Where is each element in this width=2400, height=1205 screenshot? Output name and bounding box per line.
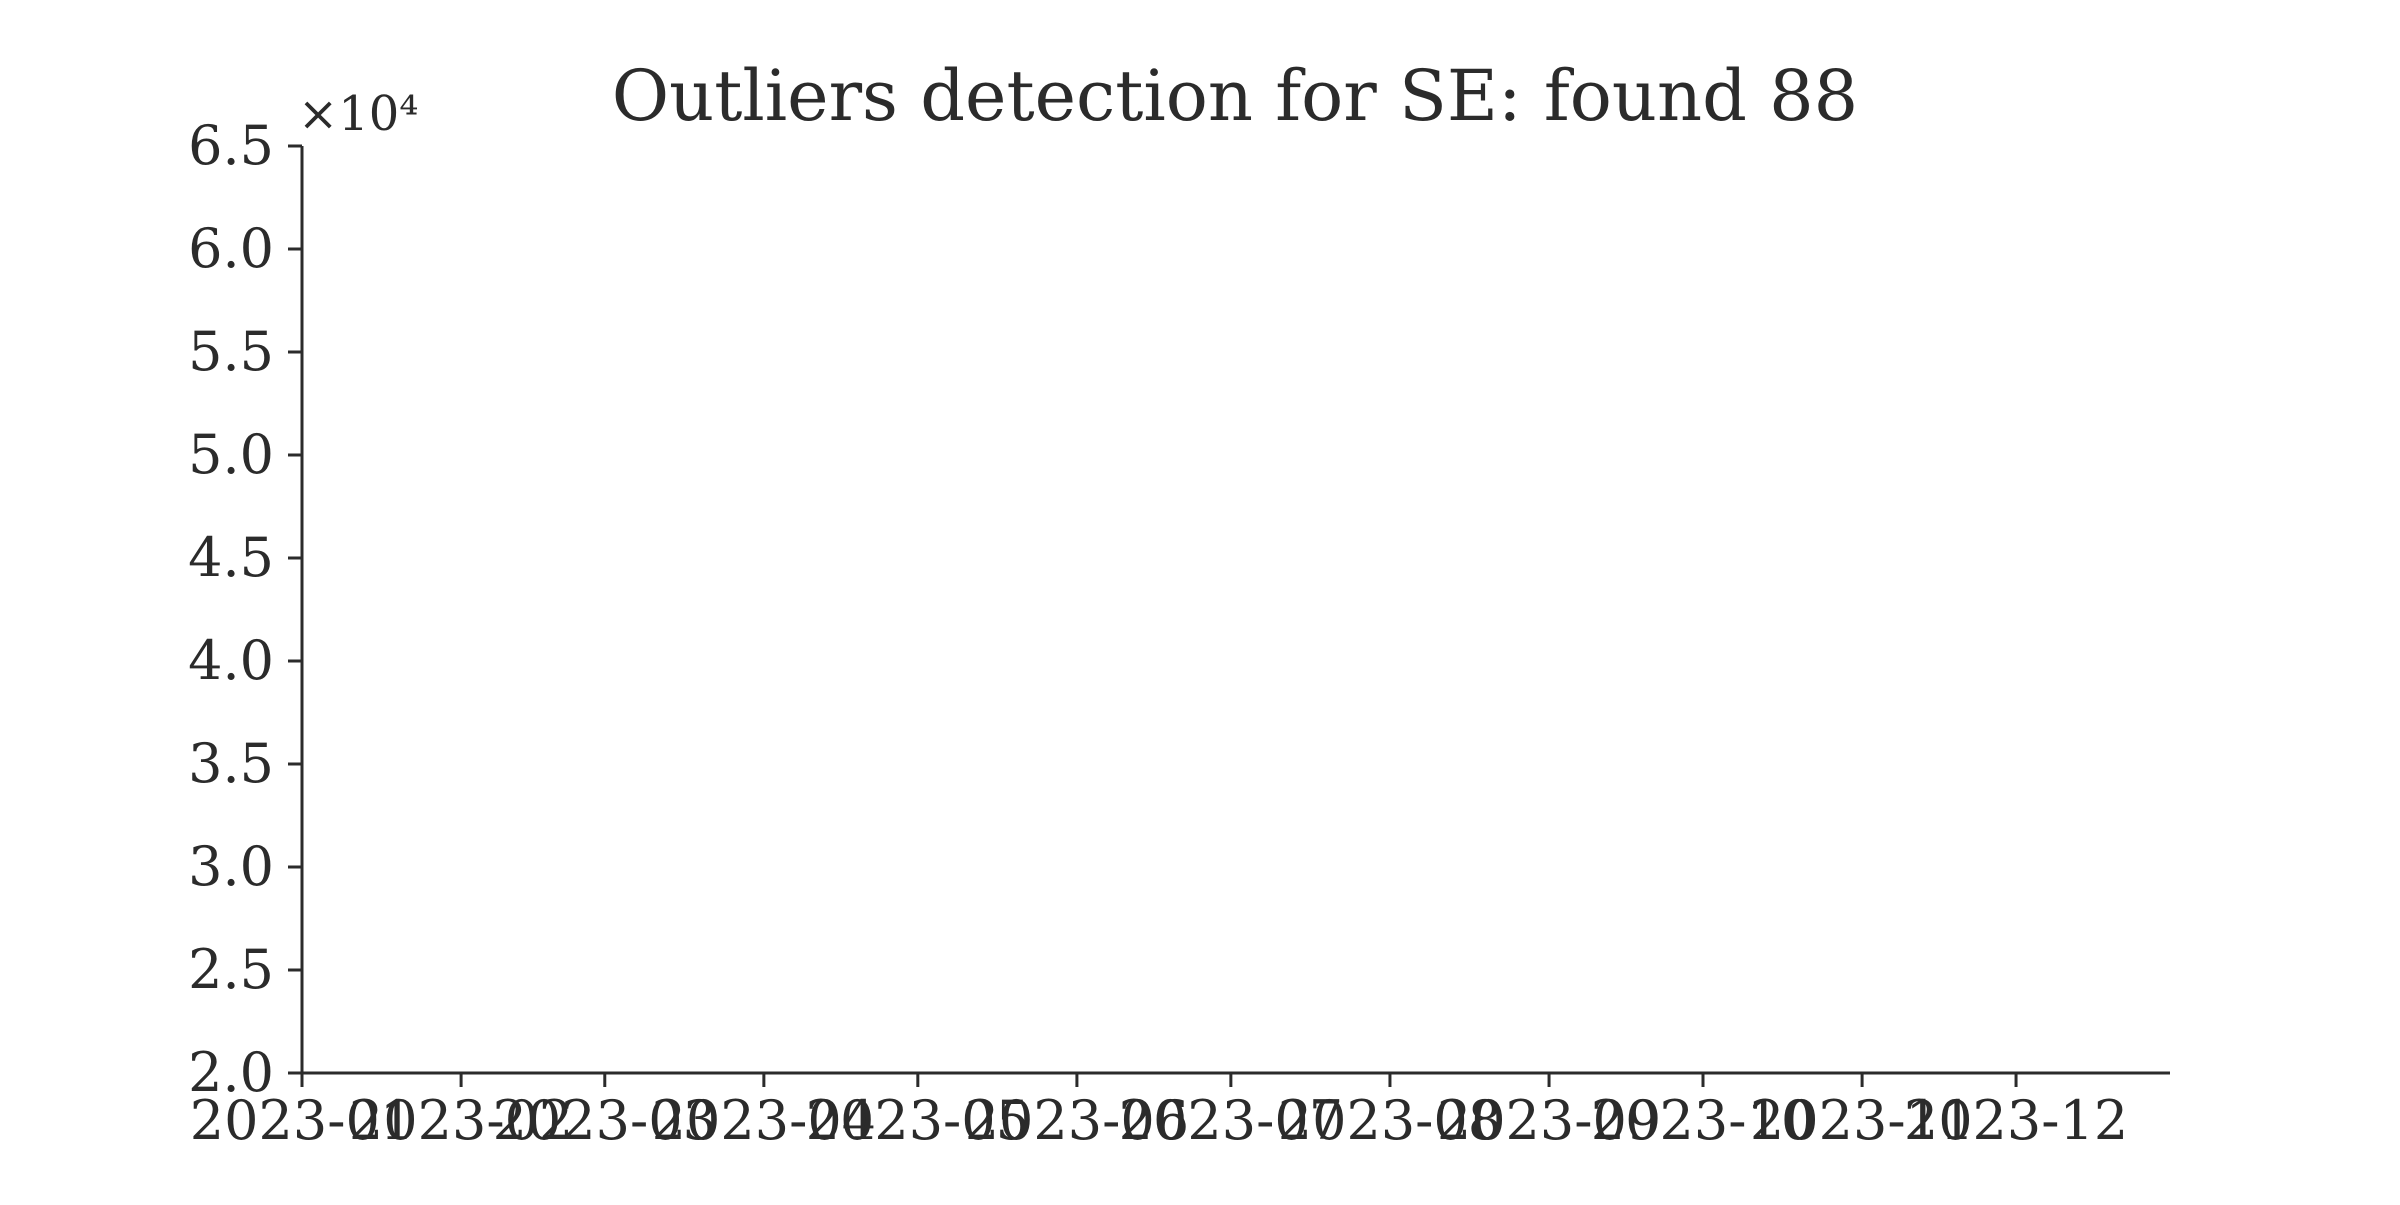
- y-tick-label: 3.5: [188, 732, 274, 795]
- x-tick-label: 2023-03: [493, 1089, 717, 1152]
- x-tick-label: 2023-11: [1750, 1089, 1974, 1152]
- x-tick-label: 2023-08: [1278, 1089, 1502, 1152]
- y-tick-label: 3.0: [188, 835, 274, 898]
- x-tick-label: 2023-09: [1437, 1089, 1661, 1152]
- x-tick-label: 2023-06: [965, 1089, 1189, 1152]
- y-tick-label: 4.0: [188, 629, 274, 692]
- chart-title: Outliers detection for SE: found 88: [612, 55, 1858, 137]
- y-tick-label: 2.0: [188, 1041, 274, 1104]
- x-tick-label: 2023-12: [1904, 1089, 2128, 1152]
- x-tick-label: 2023-02: [349, 1089, 573, 1152]
- y-tick-label: 2.5: [188, 938, 274, 1001]
- x-axis-ticks: 2023-012023-022023-032023-042023-052023-…: [190, 1073, 2128, 1152]
- y-tick-label: 5.5: [188, 320, 274, 383]
- y-axis-offset-label: ×10⁴: [298, 86, 419, 142]
- y-tick-label: 6.0: [188, 217, 274, 280]
- x-tick-label: 2023-04: [652, 1089, 876, 1152]
- x-tick-label: 2023-10: [1591, 1089, 1815, 1152]
- x-tick-label: 2023-07: [1119, 1089, 1343, 1152]
- x-tick-label: 2023-01: [190, 1089, 414, 1152]
- y-axis-ticks: 2.0 2.5 3.0 3.5 4.0 4.5 5.0 5.5 6.0 6.5: [188, 114, 302, 1104]
- y-tick-label: 5.0: [188, 423, 274, 486]
- x-tick-label: 2023-05: [806, 1089, 1030, 1152]
- y-tick-label: 4.5: [188, 526, 274, 589]
- y-tick-label: 6.5: [188, 114, 274, 177]
